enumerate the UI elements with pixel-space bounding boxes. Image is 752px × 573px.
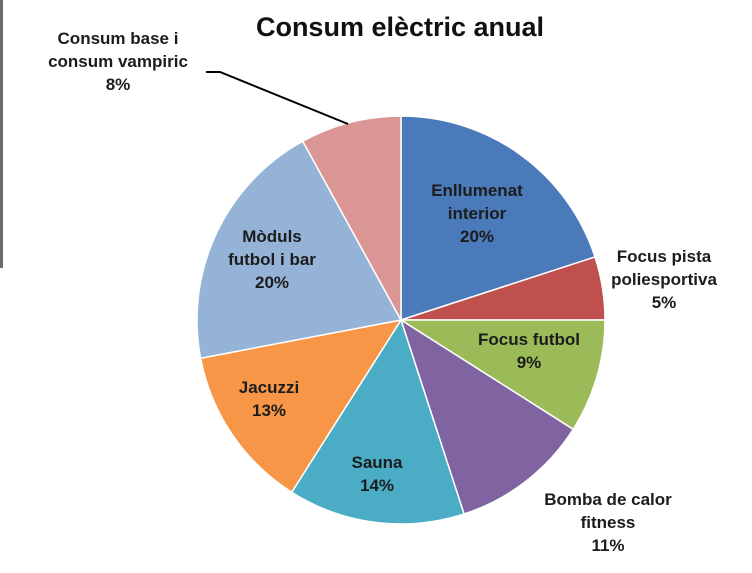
slice-name-line: Focus futbol [478, 330, 580, 349]
slice-name-line: futbol i bar [228, 250, 316, 269]
slice-name-line: fitness [581, 513, 636, 532]
slice-percent-label: 20% [460, 227, 494, 246]
leader-lines [206, 72, 348, 124]
slice-percent-label: 9% [517, 353, 542, 372]
slice-name-line: Consum base i [58, 29, 179, 48]
slice-percent-label: 5% [652, 293, 677, 312]
slice-name-line: interior [448, 204, 507, 223]
slice-name-line: Focus pista [617, 247, 712, 266]
slice-label: Focus pista poliesportiva 5% [611, 247, 717, 312]
slice-percent-label: 14% [360, 476, 394, 495]
slice-percent-label: 11% [591, 536, 624, 555]
slice-label: Bomba de calor fitness 11% [544, 490, 672, 555]
slice-percent-label: 13% [252, 401, 286, 420]
slice-name-line: Enllumenat [431, 181, 523, 200]
slice-percent-label: 8% [106, 75, 131, 94]
chart-title: Consum elèctric anual [256, 12, 544, 42]
slice-name-line: Bomba de calor [544, 490, 672, 509]
slice-name-line: Jacuzzi [239, 378, 299, 397]
slice-name-line: Mòduls [242, 227, 302, 246]
slice-name-line: Sauna [351, 453, 403, 472]
slice-label: Consum base i consum vampiric 8% [48, 29, 188, 94]
slice-name-line: poliesportiva [611, 270, 717, 289]
leader-line [206, 72, 348, 124]
slice-name-line: consum vampiric [48, 52, 188, 71]
slice-percent-label: 20% [255, 273, 289, 292]
